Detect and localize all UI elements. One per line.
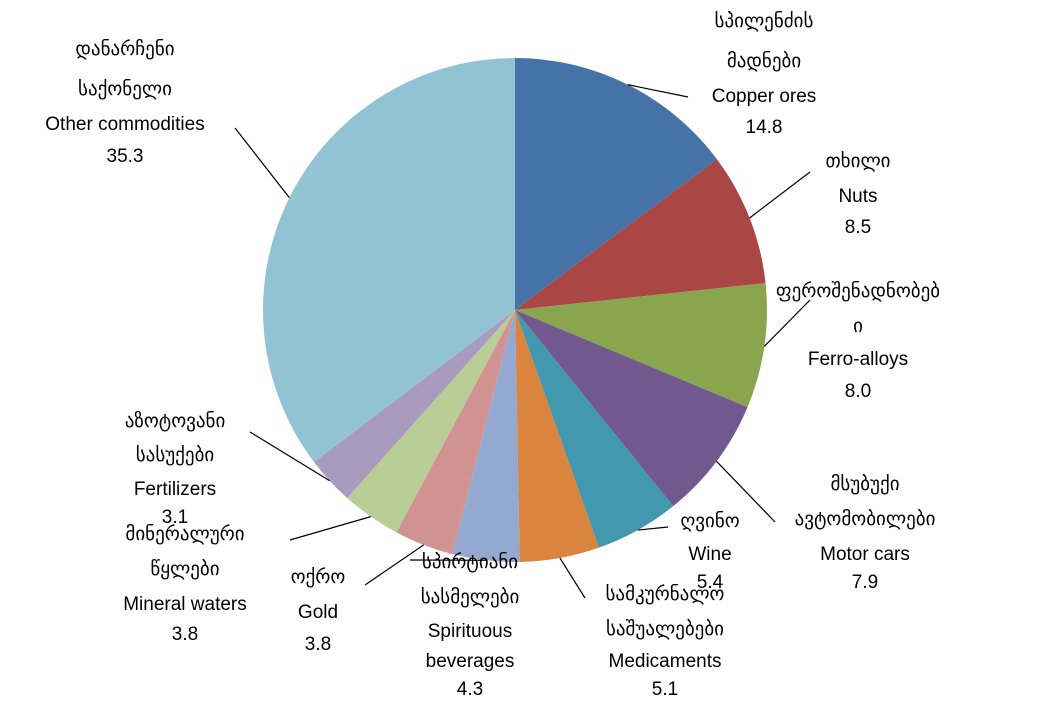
leader-line [716, 460, 776, 523]
leader-line [763, 299, 811, 347]
slice-label: Nuts [838, 186, 877, 207]
slice-label: Copper ores [712, 86, 817, 107]
leader-line [364, 544, 425, 586]
slice-label: სპილენძის [715, 10, 814, 32]
slice-label: ფეროშენადნობებ [776, 280, 940, 302]
slice-label: საშუალებები [606, 618, 724, 640]
value-label: 4.3 [457, 679, 483, 700]
slice-label: Ferro-alloys [808, 349, 908, 370]
slice-label: Mineral waters [123, 594, 247, 615]
value-label: 5.4 [697, 572, 724, 593]
value-label: 3.8 [305, 634, 331, 655]
slice-label: აზოტოვანი [125, 410, 226, 432]
leader-line [249, 431, 330, 482]
slice-label: ავტომობილები [795, 508, 936, 530]
value-label: 14.8 [746, 117, 783, 138]
value-label: 5.1 [652, 679, 678, 700]
value-label: 3.8 [172, 624, 198, 645]
slice-label: Medicaments [609, 651, 722, 672]
slice-label: წყლები [150, 558, 219, 580]
slice-label: ოქრო [291, 566, 346, 588]
pie-slice [515, 283, 767, 408]
slice-label: Gold [298, 602, 338, 623]
pie-slice [515, 310, 599, 562]
pie-slice [515, 310, 674, 548]
slice-label: სასმელები [421, 586, 520, 608]
slice-label: სამკურნალო [606, 583, 725, 605]
pie-slice [452, 310, 520, 562]
slice-label: მინერალური [125, 523, 244, 545]
pie-slice [263, 58, 515, 462]
value-label: 8.0 [845, 381, 871, 402]
value-label: 35.3 [107, 146, 144, 167]
slice-label: მადნები [727, 50, 801, 72]
value-label: 3.1 [162, 507, 188, 528]
slice-label: Other commodities [45, 114, 204, 135]
slice-label: ღვინო [680, 510, 739, 532]
pie-slice [515, 310, 748, 507]
slice-label: მსუბუქი [830, 473, 899, 495]
slice-label: დანარჩენი [75, 38, 174, 60]
pie-slice [347, 310, 515, 533]
pie-slice [396, 310, 515, 555]
pie-slice [313, 310, 515, 498]
slice-label: საქონელი [78, 78, 172, 100]
leader-line [559, 557, 586, 599]
slice-label: სასუქები [136, 444, 215, 466]
leader-line [627, 84, 689, 98]
leader-line [289, 516, 371, 541]
slice-label: beverages [426, 651, 515, 672]
pie-slice [515, 159, 766, 310]
slice-label: ი [853, 316, 863, 337]
value-label: 8.5 [845, 217, 871, 238]
slice-label: Wine [688, 544, 731, 565]
pie-slice [515, 58, 717, 310]
leader-line [749, 171, 811, 219]
value-label: 7.9 [852, 572, 878, 593]
slice-label: თხილი [825, 150, 890, 172]
leader-line [234, 127, 290, 199]
leader-line [637, 526, 669, 531]
slice-label: Motor cars [820, 544, 910, 565]
slice-label: Fertilizers [134, 479, 216, 500]
slice-label: სპირტიანი [422, 551, 518, 573]
slice-label: Spirituous [428, 621, 513, 642]
